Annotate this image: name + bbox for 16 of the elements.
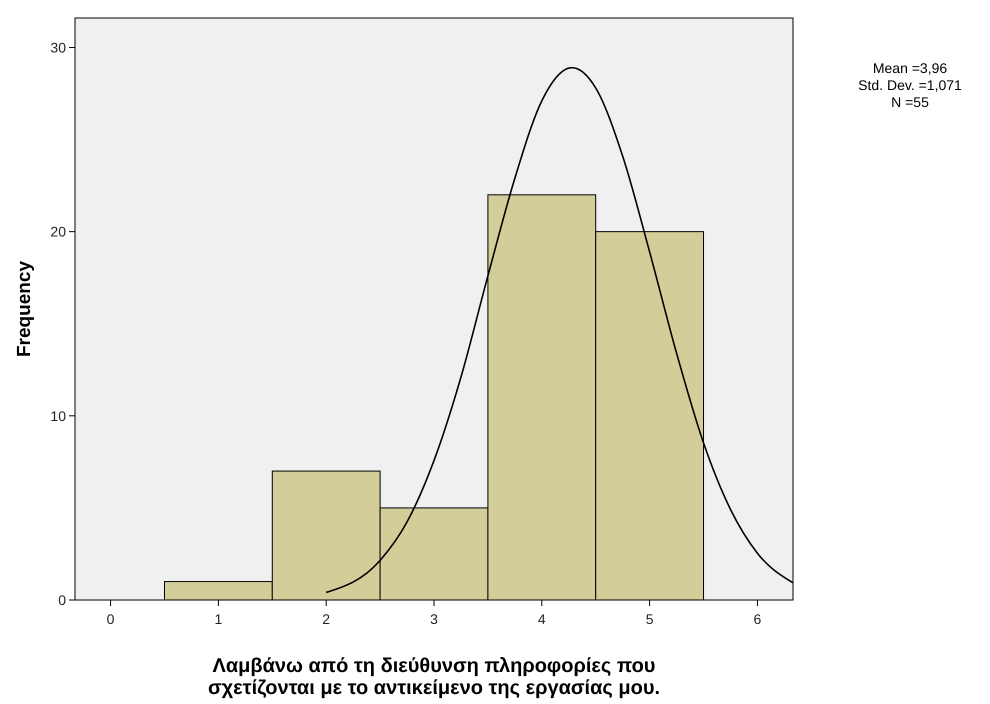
x-axis-title: Λαμβάνω από τη διεύθυνση πληροφορίες που σχετίζονται με το αντικείμενο της εργασίας μου. xyxy=(208,655,660,699)
y-tick-label: 20 xyxy=(50,224,66,240)
x-tick-label: 5 xyxy=(646,611,654,627)
x-tick-label: 2 xyxy=(322,611,330,627)
x-tick-label: 4 xyxy=(538,611,546,627)
x-tick-label: 0 xyxy=(106,611,115,627)
y-tick-label: 30 xyxy=(50,39,66,56)
text: Std. Dev. =1,071 xyxy=(858,77,962,93)
y-tick-label: 0 xyxy=(58,592,66,608)
x-tick-label: 6 xyxy=(754,611,762,627)
y-axis-title: Frequency xyxy=(14,260,35,358)
text: Mean =3,96 xyxy=(872,60,948,76)
y-tick-label: 10 xyxy=(50,408,66,424)
x-tick-label: 3 xyxy=(430,611,438,627)
x-tick-label: 1 xyxy=(214,611,222,627)
text: N =55 xyxy=(891,94,930,110)
